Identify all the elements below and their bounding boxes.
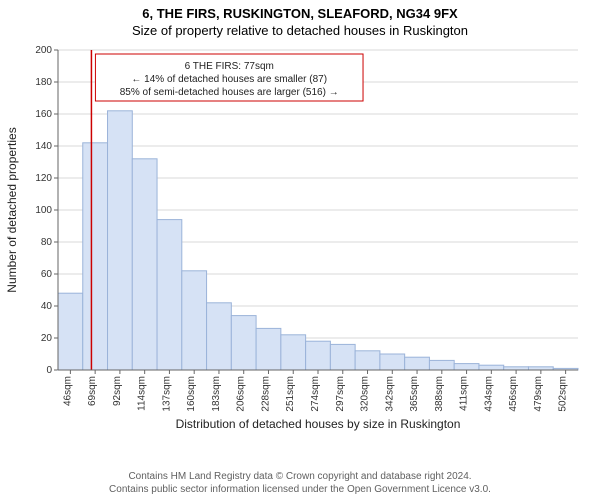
svg-text:434sqm: 434sqm <box>483 376 494 412</box>
svg-text:6 THE FIRS: 77sqm: 6 THE FIRS: 77sqm <box>185 61 274 72</box>
svg-text:140: 140 <box>35 141 52 152</box>
svg-text:180: 180 <box>35 77 52 88</box>
svg-text:206sqm: 206sqm <box>236 376 247 412</box>
svg-text:85% of semi-detached houses ar: 85% of semi-detached houses are larger (… <box>120 87 339 98</box>
svg-text:60: 60 <box>41 269 53 280</box>
svg-text:0: 0 <box>46 365 52 376</box>
svg-text:411sqm: 411sqm <box>459 376 470 411</box>
address-line: 6, THE FIRS, RUSKINGTON, SLEAFORD, NG34 … <box>0 0 600 21</box>
footer-attribution: Contains HM Land Registry data © Crown c… <box>0 471 600 496</box>
svg-text:502sqm: 502sqm <box>558 376 569 412</box>
svg-text:Number of detached properties: Number of detached properties <box>5 127 19 292</box>
svg-text:46sqm: 46sqm <box>62 376 73 406</box>
svg-text:479sqm: 479sqm <box>533 376 544 412</box>
svg-text:228sqm: 228sqm <box>260 376 271 412</box>
svg-text:69sqm: 69sqm <box>87 376 98 406</box>
svg-text:365sqm: 365sqm <box>409 376 420 412</box>
svg-text:137sqm: 137sqm <box>161 376 172 412</box>
svg-text:160: 160 <box>35 109 52 120</box>
svg-text:274sqm: 274sqm <box>310 376 321 412</box>
histogram-svg: 0 20 40 60 80 100 120 140 160 180 200 46sqm 69sqm 92s… <box>0 42 600 442</box>
svg-text:← 14% of detached houses are s: ← 14% of detached houses are smaller (87… <box>131 74 327 85</box>
svg-text:388sqm: 388sqm <box>434 376 445 412</box>
svg-text:200: 200 <box>35 45 52 56</box>
svg-text:Distribution of detached house: Distribution of detached houses by size … <box>176 417 461 431</box>
svg-text:20: 20 <box>41 333 53 344</box>
chart-container: 6, THE FIRS, RUSKINGTON, SLEAFORD, NG34 … <box>0 0 600 500</box>
svg-text:92sqm: 92sqm <box>112 376 123 406</box>
svg-text:320sqm: 320sqm <box>360 376 371 412</box>
svg-text:120: 120 <box>35 173 52 184</box>
footer-line-1: Contains HM Land Registry data © Crown c… <box>0 471 600 484</box>
svg-text:114sqm: 114sqm <box>137 376 148 411</box>
svg-text:183sqm: 183sqm <box>211 376 222 412</box>
footer-line-2: Contains public sector information licen… <box>0 484 600 497</box>
svg-text:456sqm: 456sqm <box>508 376 519 412</box>
svg-text:100: 100 <box>35 205 52 216</box>
chart-subtitle: Size of property relative to detached ho… <box>0 21 600 38</box>
svg-text:80: 80 <box>41 237 53 248</box>
svg-text:40: 40 <box>41 301 53 312</box>
chart-area: 0 20 40 60 80 100 120 140 160 180 200 46sqm 69sqm 92s… <box>0 42 600 442</box>
svg-text:297sqm: 297sqm <box>335 376 346 412</box>
svg-text:251sqm: 251sqm <box>285 376 296 412</box>
svg-text:160sqm: 160sqm <box>186 376 197 412</box>
svg-text:342sqm: 342sqm <box>384 376 395 412</box>
